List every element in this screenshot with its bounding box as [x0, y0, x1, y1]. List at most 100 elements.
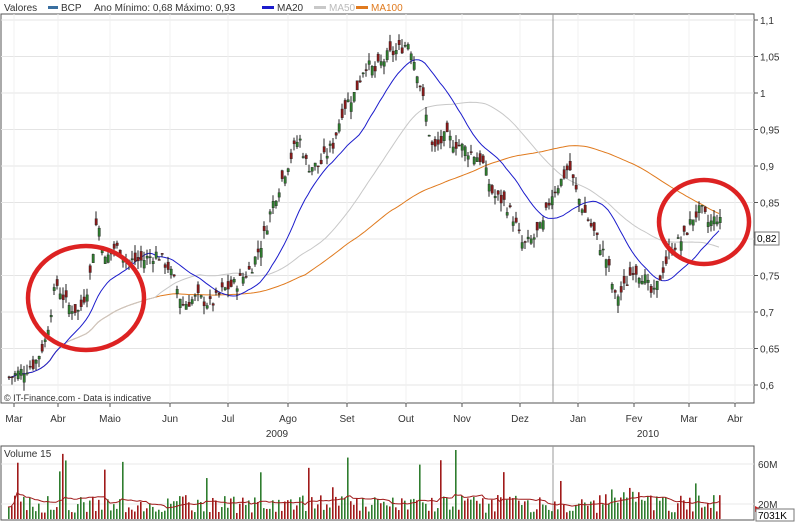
- volume-bar: [641, 499, 643, 519]
- volume-bar: [515, 495, 517, 519]
- candle-body: [589, 223, 593, 227]
- volume-bar: [191, 510, 193, 519]
- candle-body: [73, 304, 77, 313]
- candle-body: [400, 47, 404, 54]
- candle-body: [457, 144, 461, 147]
- volume-bar: [59, 471, 61, 519]
- volume-bar: [389, 506, 391, 519]
- candle-body: [502, 191, 506, 200]
- volume-bar: [674, 512, 676, 519]
- candle-body: [316, 165, 320, 168]
- candle-body: [424, 114, 428, 122]
- volume-bar: [719, 495, 721, 519]
- year-label: 2009: [266, 429, 289, 440]
- volume-bar: [410, 499, 412, 519]
- candle-body: [280, 170, 284, 179]
- candle-body: [445, 122, 449, 132]
- candle-body: [226, 281, 230, 290]
- candle-body: [487, 183, 491, 192]
- volume-bar: [311, 497, 313, 519]
- volume-bar: [581, 499, 583, 519]
- candle-body: [493, 196, 497, 199]
- candle-body: [40, 343, 44, 352]
- candle-body: [688, 219, 692, 225]
- volume-bar: [308, 467, 310, 519]
- volume-tick-20m: 20M: [758, 500, 777, 511]
- candle-body: [523, 241, 527, 243]
- candle-body: [217, 292, 221, 295]
- candle-body: [406, 44, 410, 50]
- volume-bar: [443, 496, 445, 519]
- volume-bar: [194, 512, 196, 519]
- volume-bar: [695, 483, 697, 519]
- candle-body: [409, 53, 413, 61]
- volume-bar: [251, 512, 253, 519]
- candle-body: [532, 237, 536, 240]
- candle-body: [685, 232, 689, 235]
- volume-bar: [659, 500, 661, 519]
- volume-bar: [527, 500, 529, 519]
- candle-body: [52, 287, 56, 291]
- candle-body: [355, 80, 359, 91]
- volume-bar: [281, 510, 283, 519]
- volume-bar: [335, 496, 337, 519]
- candle-body: [100, 250, 104, 254]
- x-tick-label: Mar: [680, 414, 698, 425]
- volume-bar: [593, 500, 595, 519]
- candle-body: [214, 290, 218, 293]
- volume-bar: [617, 502, 619, 519]
- candle-body: [547, 202, 551, 206]
- volume-bar: [197, 499, 199, 519]
- candle-body: [391, 50, 395, 56]
- volume-bar: [302, 495, 304, 519]
- candle-body: [433, 139, 437, 147]
- volume-bar: [560, 480, 562, 519]
- candle-body: [712, 216, 716, 225]
- volume-bar: [347, 457, 349, 519]
- candle-body: [211, 303, 215, 306]
- candle-body: [379, 61, 383, 66]
- candle-body: [145, 255, 149, 259]
- candle-body: [388, 41, 392, 51]
- candle-body: [682, 225, 686, 232]
- volume-bar: [605, 494, 607, 519]
- candle-body: [37, 356, 41, 360]
- volume-bar: [365, 506, 367, 519]
- candle-body: [415, 76, 419, 84]
- candle-body: [538, 222, 542, 229]
- volume-bar: [215, 500, 217, 519]
- y-tick-label: 0,75: [760, 272, 780, 283]
- candle-body: [631, 273, 635, 275]
- volume-bar: [131, 509, 133, 519]
- candle-body: [349, 102, 353, 112]
- volume-bar: [599, 495, 601, 519]
- volume-bar: [92, 496, 94, 519]
- candle-body: [418, 85, 422, 88]
- volume-bar: [68, 510, 70, 519]
- candle-body: [298, 138, 302, 141]
- candle-body: [625, 284, 629, 286]
- candle-body: [34, 360, 38, 364]
- volume-bar: [224, 496, 226, 519]
- candle-body: [703, 206, 707, 212]
- volume-bar: [320, 495, 322, 519]
- y-tick-label: 0,7: [760, 308, 774, 319]
- volume-bar: [692, 511, 694, 519]
- volume-bar: [350, 501, 352, 519]
- candle-body: [364, 69, 368, 71]
- volume-bar: [614, 497, 616, 519]
- y-tick-label: 1,1: [760, 16, 774, 27]
- volume-bar: [407, 509, 409, 519]
- candle-body: [586, 219, 590, 221]
- volume-bar: [143, 511, 145, 519]
- volume-bar: [386, 505, 388, 519]
- volume-bar: [128, 507, 130, 519]
- candle-body: [580, 209, 584, 213]
- volume-bar: [668, 510, 670, 519]
- candle-body: [220, 282, 224, 288]
- volume-bar: [704, 506, 706, 519]
- volume-bar: [32, 506, 34, 519]
- candle-body: [43, 339, 47, 342]
- candle-body: [130, 258, 134, 260]
- volume-bar: [299, 497, 301, 519]
